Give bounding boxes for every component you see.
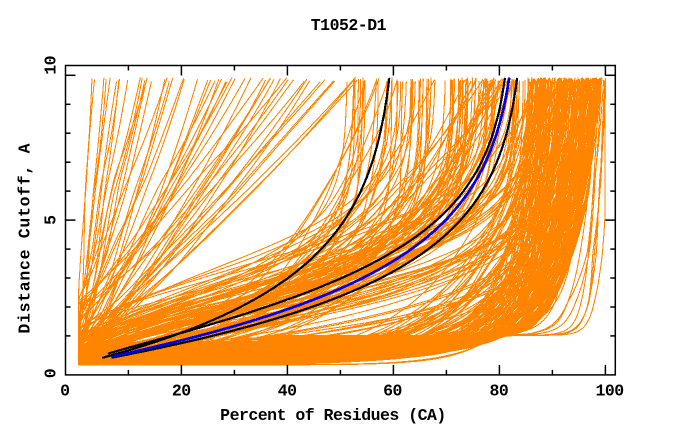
svg-text:20: 20: [172, 382, 191, 401]
svg-text:0: 0: [60, 382, 69, 401]
svg-text:10: 10: [41, 56, 60, 75]
svg-text:80: 80: [489, 382, 508, 401]
svg-text:Distance Cutoff, A: Distance Cutoff, A: [15, 143, 34, 334]
svg-text:40: 40: [278, 382, 297, 401]
svg-text:Percent of Residues (CA): Percent of Residues (CA): [220, 406, 446, 425]
svg-text:T1052-D1: T1052-D1: [311, 16, 387, 35]
svg-text:0: 0: [41, 369, 60, 378]
svg-text:100: 100: [595, 382, 623, 401]
svg-text:60: 60: [383, 382, 402, 401]
svg-text:5: 5: [41, 215, 60, 225]
